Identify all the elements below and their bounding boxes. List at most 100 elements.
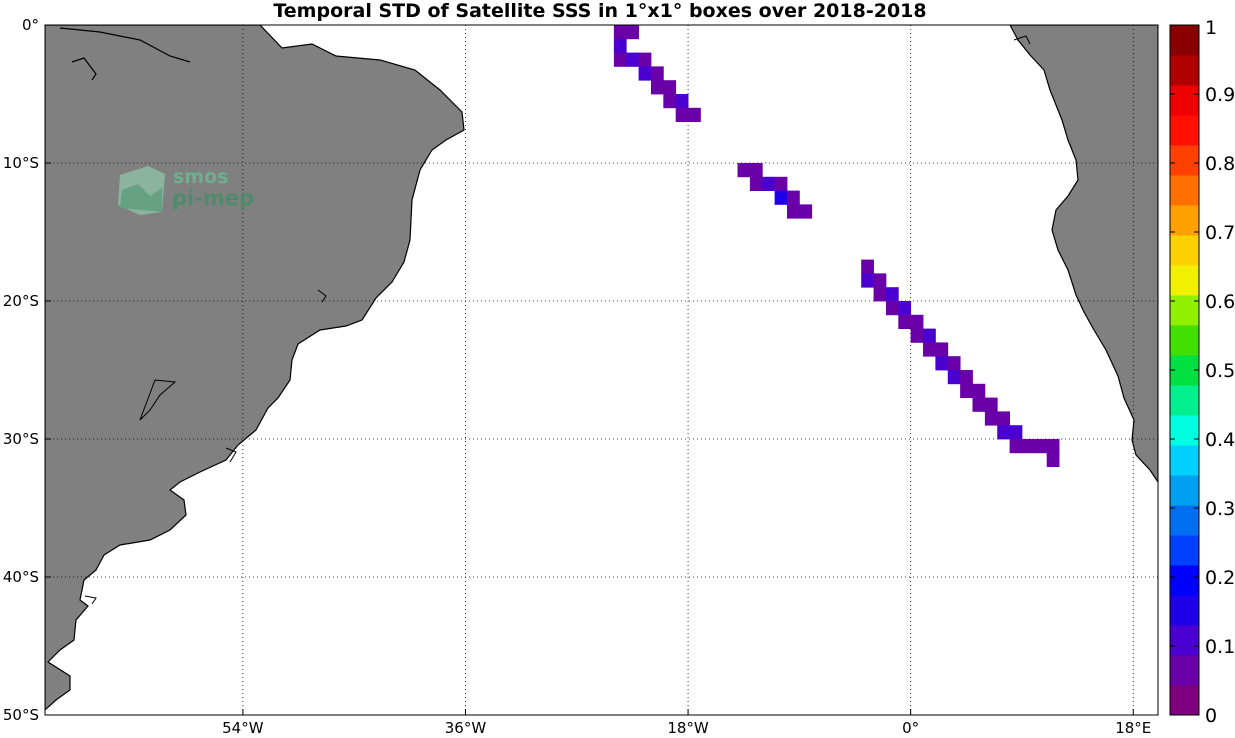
figure-title: Temporal STD of Satellite SSS in 1°x1° b… [273, 0, 926, 22]
colorbar-bin [1170, 685, 1199, 716]
data-cell [675, 94, 689, 109]
data-cell [1034, 439, 1048, 454]
data-cell [613, 38, 627, 53]
map-panel: smos pi-mep 54°W 36°W 18°W 0° 18°E 0° 10°S 20°… [3, 16, 1159, 737]
data-cell [1009, 439, 1023, 454]
data-cell [613, 52, 627, 67]
latitude-tick-labels: 0° 10°S 20°S 30°S 40°S 50°S [3, 16, 51, 724]
data-cell [935, 356, 949, 371]
data-cell [885, 287, 899, 302]
data-cell [984, 411, 998, 426]
coastline-detail [139, 379, 177, 421]
colorbar-bin [1170, 505, 1199, 536]
colorbar-tick-label: 0 [1205, 705, 1217, 727]
colorbar-bin [1170, 115, 1199, 146]
data-cell [997, 411, 1010, 426]
colorbar-bin [1170, 175, 1199, 206]
colorbar-bin [1170, 295, 1199, 326]
data-cell [787, 204, 800, 219]
data-cell [774, 190, 788, 205]
data-cell [972, 397, 986, 412]
data-cell [638, 66, 652, 81]
coastline-detail [84, 595, 97, 605]
data-cell [688, 107, 701, 122]
data-cells [613, 25, 1060, 467]
colorbar-tick-label: 0.4 [1205, 429, 1235, 451]
logo-text-pimep: pi-mep [172, 186, 254, 210]
lat-tick-label: 0° [22, 16, 39, 34]
data-cell [960, 370, 973, 385]
data-cell [972, 383, 986, 398]
colorbar-bin [1170, 595, 1199, 626]
colorbar-bins [1170, 25, 1199, 716]
colorbar-bin [1170, 85, 1199, 116]
data-cell [960, 383, 973, 398]
colorbar-bin [1170, 625, 1199, 656]
coastline-detail [59, 27, 191, 63]
data-cell [650, 66, 664, 81]
longitude-tick-labels: 54°W 36°W 18°W 0° 18°E [222, 709, 1151, 737]
colorbar-bin [1170, 415, 1199, 446]
colorbar: 0 0.1 0.2 0.3 0.4 0.5 0.6 0.7 0.8 0.9 1 [1169, 17, 1235, 727]
data-cell [910, 314, 924, 329]
colorbar-tick-label: 0.7 [1205, 222, 1235, 244]
colorbar-bin [1170, 235, 1199, 266]
data-cell [898, 301, 912, 316]
lat-tick-label: 10°S [3, 154, 39, 172]
coastline-detail [71, 57, 97, 81]
colorbar-bin [1170, 475, 1199, 506]
coastline-detail [225, 447, 237, 463]
data-cell [675, 107, 689, 122]
data-cell [787, 190, 800, 205]
data-cell [737, 163, 751, 178]
data-cell [749, 176, 763, 191]
data-cell [910, 328, 924, 343]
lat-tick-label: 40°S [3, 568, 39, 586]
lat-tick-label: 30°S [3, 430, 39, 448]
data-cell [873, 273, 887, 288]
data-cell [885, 301, 899, 316]
colorbar-bin [1170, 535, 1199, 566]
colorbar-bin [1170, 145, 1199, 176]
lon-tick-label: 18°W [667, 719, 709, 737]
logo-wave-icon [120, 184, 162, 212]
colorbar-bin [1170, 655, 1199, 686]
colorbar-bin [1170, 205, 1199, 236]
colorbar-bin [1170, 565, 1199, 596]
land-africa [1009, 25, 1158, 484]
colorbar-bin [1170, 25, 1199, 56]
lon-tick-label: 18°E [1115, 719, 1151, 737]
data-cell [1021, 439, 1035, 454]
data-cell [861, 273, 874, 288]
smos-pimep-logo: smos pi-mep [118, 166, 254, 215]
data-cell [923, 342, 936, 357]
data-cell [947, 356, 961, 371]
colorbar-tick-label: 1 [1205, 17, 1217, 39]
coastline-detail [317, 289, 327, 303]
lat-tick-label: 50°S [3, 706, 39, 724]
colorbar-bin [1170, 445, 1199, 476]
colorbar-ticks: 0 0.1 0.2 0.3 0.4 0.5 0.6 0.7 0.8 0.9 1 [1170, 17, 1235, 727]
data-cell [1009, 425, 1023, 440]
data-cell [1046, 439, 1060, 454]
data-cell [663, 80, 677, 95]
data-cell [663, 94, 677, 109]
data-cell [997, 425, 1010, 440]
colorbar-bin [1170, 385, 1199, 416]
graticule [45, 25, 1158, 715]
colorbar-tick-label: 0.5 [1205, 360, 1235, 382]
colorbar-tick-label: 0.2 [1205, 567, 1235, 589]
colorbar-tick-label: 0.8 [1205, 153, 1235, 175]
data-cell [762, 176, 776, 191]
logo-text-smos: smos [173, 166, 228, 188]
colorbar-tick-label: 0.6 [1205, 291, 1235, 313]
data-cell [799, 204, 813, 219]
lon-tick-label: 54°W [222, 719, 264, 737]
lat-tick-label: 20°S [3, 292, 39, 310]
lon-tick-label: 36°W [445, 719, 487, 737]
data-cell [861, 259, 874, 274]
data-cell [935, 342, 949, 357]
data-cell [626, 25, 639, 40]
data-cell [923, 328, 936, 343]
